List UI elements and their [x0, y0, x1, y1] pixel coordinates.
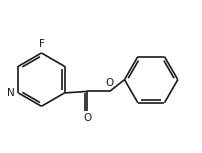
- Text: O: O: [105, 78, 114, 88]
- Text: O: O: [83, 113, 91, 123]
- Text: N: N: [7, 88, 15, 98]
- Text: F: F: [39, 39, 44, 49]
